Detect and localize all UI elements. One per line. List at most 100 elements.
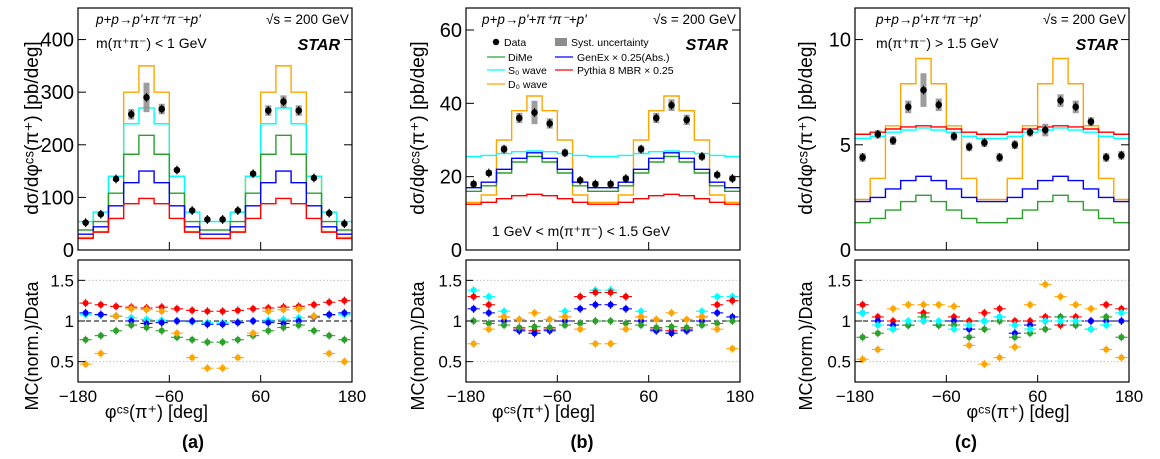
top-frame <box>465 7 741 251</box>
ratio-point <box>1103 346 1110 353</box>
data-point <box>325 209 333 217</box>
legend-d0-label: D₀ wave <box>508 79 548 91</box>
ratio-point <box>485 293 492 300</box>
ratio-point <box>516 324 523 331</box>
panel-b-process: p+p→p'+π⁺π⁻+p' <box>481 12 587 27</box>
ratio-point <box>531 323 538 330</box>
ratio-point <box>485 326 492 333</box>
ratio-y-tick-label: 1 <box>453 312 462 331</box>
ratio-y-tick-label: 0.5 <box>50 353 74 372</box>
data-point <box>1041 126 1049 134</box>
data-point <box>904 103 912 111</box>
ratio-point <box>265 319 272 326</box>
ratio-point <box>592 318 599 324</box>
ratio-point <box>82 336 89 343</box>
ratio-point <box>714 293 721 300</box>
data-point <box>82 219 89 226</box>
ratio-point <box>1087 318 1094 324</box>
ratio-point <box>653 316 660 323</box>
ratio-point <box>714 320 721 327</box>
ratio-point <box>143 324 150 331</box>
ratio-point <box>714 301 721 308</box>
ratio-point <box>561 322 568 329</box>
data-point <box>1087 118 1095 125</box>
data-point <box>500 145 508 153</box>
legend-dime-label: DiMe <box>508 52 533 64</box>
legend-syst-label: Syst. uncertainty <box>571 37 649 49</box>
ratio-point <box>607 340 614 347</box>
ratio-point <box>874 322 881 329</box>
panel-b-mass-cut: 1 GeV < m(π⁺π⁻) < 1.5 GeV <box>492 223 671 239</box>
ratio-point <box>966 334 973 341</box>
ratio-point <box>485 309 492 316</box>
ratio-point <box>1103 313 1110 320</box>
ratio-point <box>1011 334 1018 341</box>
ratio-point <box>859 334 866 341</box>
histogram-GenEx <box>78 170 352 235</box>
ratio-point <box>561 313 568 320</box>
data-point <box>576 177 584 184</box>
ratio-point <box>1027 301 1034 308</box>
histogram-Pythia <box>466 193 740 205</box>
data-point <box>652 114 660 122</box>
ratio-point <box>250 330 257 337</box>
ratio-point <box>501 322 508 329</box>
ratio-point <box>592 301 599 308</box>
data-point <box>981 139 988 146</box>
ratio-point <box>607 289 614 296</box>
ratio-y-tick-label: 0.5 <box>827 353 851 372</box>
ratio-point <box>326 332 333 339</box>
ratio-y-tick-label: 1.5 <box>827 271 851 290</box>
data-point <box>310 174 318 182</box>
ratio-point <box>729 297 736 304</box>
ratio-point <box>82 361 89 368</box>
ratio-point <box>295 305 302 312</box>
ratio-point <box>996 305 1003 312</box>
panel-a: dσ/dφᶜˢ(π⁺) [pb/deg] MC(norm.)/Data φᶜˢ(… <box>22 12 349 452</box>
panel-b-energy: √s = 200 GeV <box>653 12 736 27</box>
data-point <box>996 154 1003 161</box>
ratio-point <box>204 339 211 346</box>
ratio-point <box>966 322 973 329</box>
ratio-point <box>173 305 180 312</box>
ratio-point <box>470 340 477 347</box>
ratio-point <box>698 308 705 315</box>
ratio-point <box>577 293 584 300</box>
ratio-point <box>622 305 629 312</box>
data-point <box>668 101 675 109</box>
panel-b-xlabel: φᶜˢ(π⁺) [deg] <box>492 402 595 422</box>
ratio-y-tick-label: 1.5 <box>50 271 74 290</box>
histogram-S0 <box>466 150 740 158</box>
panel-b-plot: 0 20 40 60 0.5 1 1.5 −180 −60 60 180 <box>438 7 754 406</box>
ratio-point <box>1042 318 1049 324</box>
y-tick-label: 0 <box>63 240 74 262</box>
ratio-point <box>501 308 508 315</box>
ratio-point <box>996 354 1003 361</box>
ratio-point <box>326 311 333 318</box>
panel-b-label: (b) <box>571 432 594 452</box>
ratio-point <box>82 300 89 307</box>
ratio-y-tick-label: 1 <box>842 312 851 331</box>
ratio-point <box>638 313 645 320</box>
data-point <box>158 105 166 113</box>
ratio-point <box>204 321 211 328</box>
ratio-y-tick-label: 1.5 <box>438 271 462 290</box>
ratio-point <box>234 319 241 326</box>
ratio-point <box>341 297 348 304</box>
ratio-point <box>1118 354 1125 361</box>
ratio-point <box>219 339 226 346</box>
ratio-point <box>341 309 348 316</box>
histogram-D0 <box>78 65 352 240</box>
x-tick-label: −180 <box>447 387 485 406</box>
panel-a-ylabel: dσ/dφᶜˢ(π⁺) [pb/deg] <box>22 41 43 214</box>
data-point <box>859 154 866 161</box>
histogram-S0 <box>855 127 1129 140</box>
ratio-point <box>683 316 690 323</box>
data-point <box>112 175 120 183</box>
data-point <box>173 166 181 174</box>
ratio-point <box>577 320 584 327</box>
panel-c-process: p+p→p'+π⁺π⁻+p' <box>875 12 981 27</box>
panel-b-ylabel: dσ/dφᶜˢ(π⁺) [pb/deg] <box>408 41 429 214</box>
data-point <box>874 130 882 138</box>
